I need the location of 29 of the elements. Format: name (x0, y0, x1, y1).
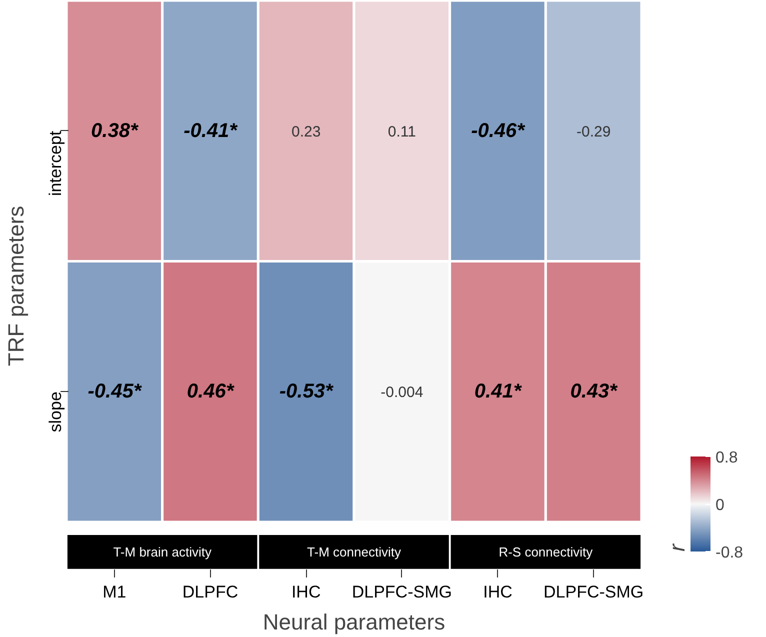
data-label: 0.23 (291, 123, 321, 140)
data-label: -0.53* (279, 380, 334, 403)
data-label: 0.41* (474, 380, 522, 403)
data-label: -0.46* (471, 120, 526, 142)
y-tick-label: slope (46, 392, 65, 432)
color-bar-label: 0.8 (716, 450, 738, 466)
x-tick-label: IHC (483, 582, 512, 602)
x-tick-label: M1 (102, 582, 126, 602)
x-tick-label: IHC (291, 582, 321, 602)
x-tick-label: DLPFC-SMG (544, 582, 644, 602)
data-label: 0.11 (388, 123, 416, 140)
text: R-S connectivity (498, 544, 594, 560)
color-bar-label: -0.8 (716, 544, 744, 562)
data-label: -0.29 (576, 123, 611, 140)
color-bar-title: r (664, 542, 690, 552)
x-tick-label: DLPFC-SMG (352, 582, 452, 602)
data-label: 0.43* (570, 380, 618, 403)
x-tick-label: DLPFC (182, 582, 238, 602)
text: T-M brain activity (113, 544, 212, 560)
y-tick-label: intercept (46, 130, 65, 196)
data-label: -0.004 (380, 384, 424, 402)
x-axis-title: Neural parameters (262, 610, 446, 634)
y-axis-title: TRF parameters (4, 206, 28, 366)
text: T-M connectivity (307, 544, 402, 560)
color-bar-label: 0 (716, 497, 724, 514)
data-label: 0.46* (186, 380, 235, 403)
data-label: -0.45* (88, 380, 142, 403)
data-label: -0.41* (184, 120, 238, 142)
data-label: 0.38* (91, 120, 139, 142)
